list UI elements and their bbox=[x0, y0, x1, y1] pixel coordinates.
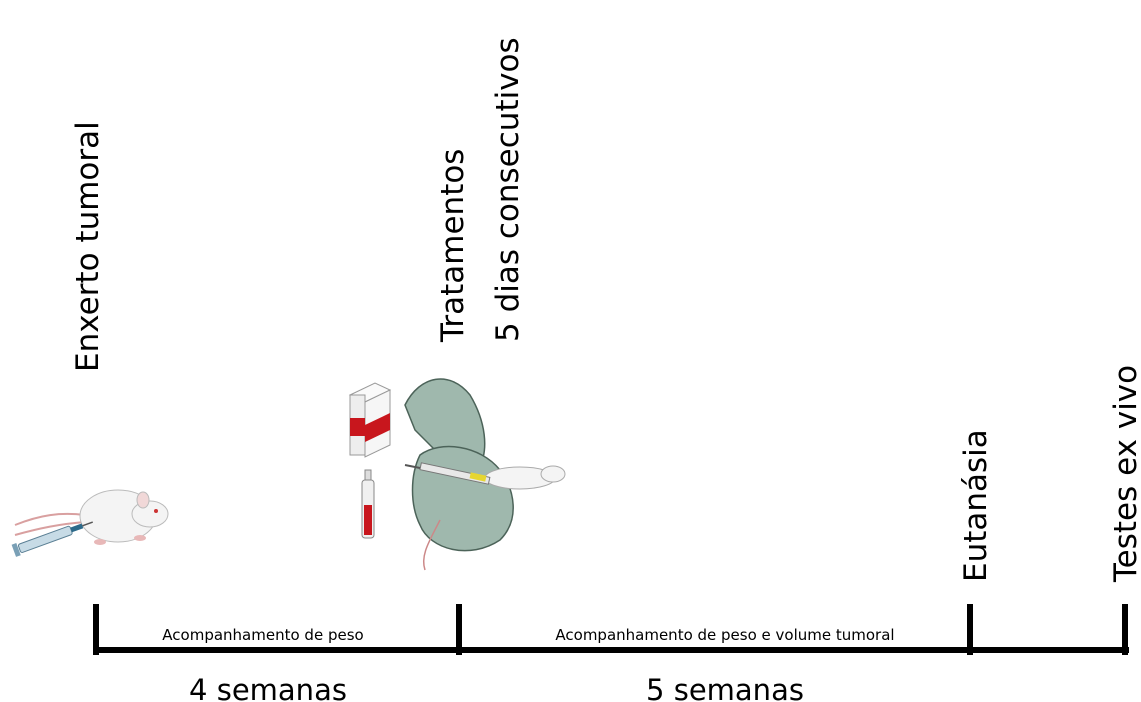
period-label: Acompanhamento de peso bbox=[162, 626, 363, 644]
timeline bbox=[93, 604, 1129, 655]
event-label: Enxerto tumoral bbox=[70, 121, 106, 372]
period-duration: 5 semanas bbox=[646, 673, 804, 702]
drug-illustration bbox=[348, 382, 392, 539]
event-label: Tratamentos bbox=[435, 149, 471, 343]
period-duration: 4 semanas bbox=[189, 673, 347, 702]
injection-illustration bbox=[404, 378, 566, 571]
event-label: Eutanásia bbox=[958, 429, 994, 582]
mouse-illustration bbox=[11, 489, 169, 557]
event-label: 5 dias consecutivos bbox=[490, 37, 526, 342]
event-label: Testes ex vivo bbox=[1108, 365, 1141, 583]
period-label: Acompanhamento de peso e volume tumoral bbox=[555, 626, 894, 644]
